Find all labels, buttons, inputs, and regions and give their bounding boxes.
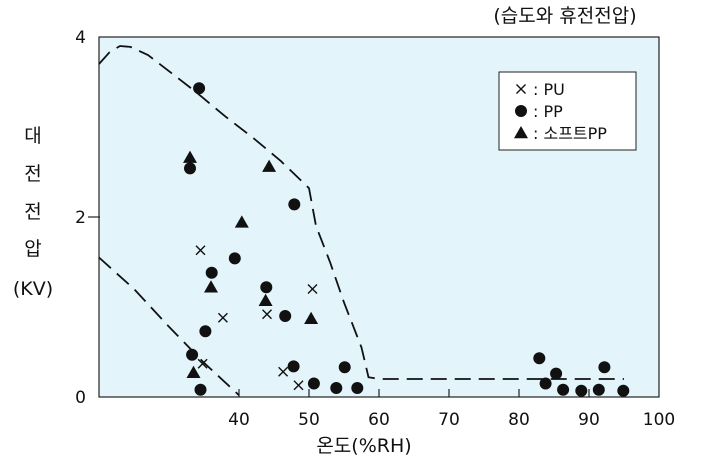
pp-point: [205, 266, 218, 279]
x-tick-label: 90: [578, 410, 600, 430]
soft-pp-point: [304, 311, 319, 324]
pp-point: [288, 198, 301, 211]
pp-point: [330, 382, 343, 394]
x-tick-label: 50: [298, 410, 320, 430]
pp-point: [279, 310, 292, 322]
pu-point: [197, 358, 208, 369]
pu-point: [262, 309, 272, 320]
y-axis-label-line: 전: [24, 163, 41, 185]
pu-point: [293, 380, 304, 391]
x-tick-label: 60: [368, 410, 390, 430]
boundary-curve: [98, 45, 624, 380]
x-tick-label: 40: [228, 410, 250, 430]
pp-point: [557, 383, 570, 396]
pp-point: [617, 384, 630, 397]
pp-point: [575, 384, 588, 397]
legend-pp-marker: [515, 105, 527, 117]
x-tick-label: 70: [438, 410, 460, 430]
pp-point: [338, 361, 351, 374]
y-axis-ticks: 0 2 4: [75, 28, 100, 408]
chart-title: (습도와 휴전전압): [493, 5, 636, 27]
y-tick-label: 2: [75, 208, 86, 228]
soft-pp-point: [186, 365, 201, 378]
pu-point: [217, 312, 228, 323]
pp-point: [287, 360, 300, 373]
soft-pp-point: [234, 215, 249, 228]
y-tick-label: 4: [75, 28, 86, 48]
legend-label: : PU: [533, 80, 565, 99]
y-axis-label-line: 대: [24, 125, 41, 147]
y-tick-label: 0: [75, 388, 86, 408]
pp-point: [598, 361, 611, 374]
boundary-curves: [98, 45, 624, 396]
pp-point: [550, 367, 563, 380]
pp-point: [199, 325, 212, 338]
x-axis-label: 온도(%RH): [316, 435, 411, 457]
pu-point: [307, 284, 318, 294]
soft-pp-point: [183, 150, 197, 163]
pp-point: [351, 382, 364, 394]
y-axis-label-line: 전: [24, 201, 41, 223]
soft-pp-point: [204, 280, 218, 293]
pp-point: [228, 252, 241, 265]
legend-label: : 소프트PP: [533, 124, 607, 143]
pp-point: [539, 377, 552, 390]
pp-point: [186, 348, 199, 361]
x-axis-ticks: 40 50 60 70 80 90 100: [228, 389, 675, 430]
data-points: [183, 82, 630, 397]
pp-point: [307, 377, 320, 390]
pp-point: [260, 281, 273, 294]
x-tick-label: 100: [643, 410, 675, 430]
pu-point: [278, 366, 289, 377]
pp-point: [194, 383, 207, 396]
y-axis-label-line: 압: [24, 238, 41, 260]
pp-point: [184, 162, 196, 175]
legend: : PU : PP : 소프트PP: [498, 71, 637, 151]
pu-point: [195, 245, 206, 256]
x-tick-label: 80: [508, 410, 530, 430]
legend-pu-marker: [516, 84, 526, 94]
pp-point: [193, 82, 206, 95]
pp-point: [592, 383, 605, 396]
legend-soft-pp-marker: [514, 126, 528, 139]
y-axis-label-line: (KV): [13, 278, 53, 300]
soft-pp-point: [258, 293, 273, 306]
legend-label: : PP: [533, 102, 563, 121]
pp-point: [533, 352, 546, 365]
boundary-curve: [98, 256, 240, 396]
soft-pp-point: [262, 159, 277, 172]
